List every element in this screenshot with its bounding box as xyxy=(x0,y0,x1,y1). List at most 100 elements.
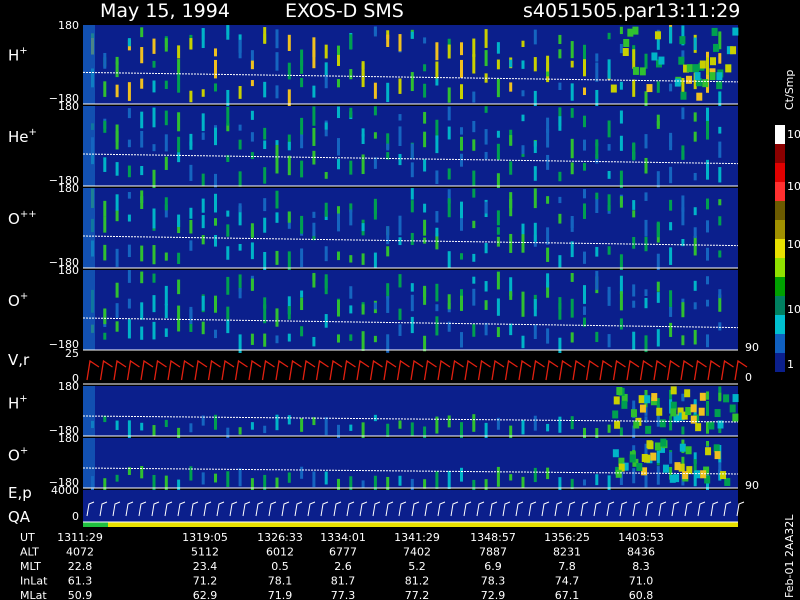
spectrum-cell xyxy=(706,159,709,180)
spectrum-cell xyxy=(558,49,562,59)
spectrum-cell xyxy=(472,38,476,57)
spectrum-cell xyxy=(509,82,513,92)
spectrum-cell xyxy=(558,196,562,204)
spectrum-cell xyxy=(669,166,673,184)
spectrum-cell xyxy=(164,197,168,211)
spectrum-cell xyxy=(300,49,304,66)
spectrum-cell xyxy=(324,278,328,295)
spectrum-cell xyxy=(275,85,279,99)
spectrum-cell xyxy=(238,124,242,131)
energy-trace xyxy=(86,501,745,517)
spectrum-cell xyxy=(472,170,476,186)
spectrum-cell xyxy=(115,248,119,267)
spectrum-cell xyxy=(300,297,304,311)
spectrum-cell xyxy=(533,90,537,107)
spectrum-cell xyxy=(164,38,168,52)
spectrum-cell xyxy=(140,130,144,148)
spectrum-cell xyxy=(654,442,661,451)
spectrum-cell xyxy=(152,295,156,313)
table-cell: 78.3 xyxy=(481,575,506,588)
spectrum-cell xyxy=(275,190,279,209)
spectrum-cell xyxy=(349,305,353,314)
spectrum-cell xyxy=(201,173,205,186)
spectrum-cell xyxy=(644,297,648,309)
spectrum-cell xyxy=(140,165,144,176)
table-cell: 5112 xyxy=(191,546,219,559)
spectrum-cell xyxy=(693,207,697,216)
colorbar-step xyxy=(775,163,785,182)
spectrum-cell xyxy=(435,119,439,140)
spectrum-cell xyxy=(619,135,623,151)
spectrum-cell xyxy=(263,251,267,271)
spectrum-cell xyxy=(709,72,716,81)
spectrum-cell xyxy=(410,72,414,92)
row-label: InLat xyxy=(20,575,48,588)
spectrum-cell xyxy=(644,157,648,174)
table-cell: 8436 xyxy=(627,546,655,559)
spectrum-cell xyxy=(435,170,439,184)
spectrum-cell xyxy=(103,52,107,69)
panel-label: H+ xyxy=(8,46,28,65)
spectrum-cell xyxy=(460,136,463,151)
spectrum-cell xyxy=(570,416,574,430)
spectrum-cell xyxy=(619,318,623,330)
spectrum-cell xyxy=(651,52,658,61)
spectrum-cell xyxy=(681,77,685,97)
spectrum-cell xyxy=(558,477,562,492)
spectrum-cell xyxy=(496,59,500,70)
spectrum-cell xyxy=(730,46,737,55)
instrument: EXOS-D SMS xyxy=(285,0,404,22)
spectrum-cell xyxy=(238,203,242,213)
spectrum-cell xyxy=(214,173,217,188)
spectrum-cell xyxy=(250,333,254,345)
table-cell: 74.7 xyxy=(555,575,580,588)
spectrum-cell xyxy=(690,415,697,424)
spectrum-cell xyxy=(349,69,353,80)
spectrum-cell xyxy=(678,412,685,421)
spectrum-cell xyxy=(349,203,353,213)
spectrum-cell xyxy=(706,198,709,210)
spectrum-cell xyxy=(337,138,340,156)
spectrum-cell xyxy=(152,169,156,189)
spectrum-cell xyxy=(423,219,427,236)
spectrum-cell xyxy=(373,106,377,116)
spectrum-cell xyxy=(656,253,660,271)
y-tick-label: 180 xyxy=(58,100,79,113)
spectrum-cell xyxy=(115,61,119,78)
spectrum-cell xyxy=(521,225,525,244)
spectrum-cell xyxy=(716,81,723,90)
spectrum-cell xyxy=(669,389,673,405)
spectrum-cell xyxy=(103,244,107,261)
table-cell: 72.9 xyxy=(481,589,506,600)
spectrum-cell xyxy=(546,227,550,245)
spectrum-cell xyxy=(398,420,402,429)
spectrum-cell xyxy=(152,107,156,128)
spectrum-cell xyxy=(115,321,119,332)
spectrum-cell xyxy=(533,299,537,317)
spectrum-cell xyxy=(214,295,217,313)
spectrum-cell xyxy=(164,204,168,218)
spectrum-cell xyxy=(570,83,574,101)
spectrum-cell xyxy=(189,466,193,481)
spectrum-cell xyxy=(398,153,402,166)
spectrum-cell xyxy=(226,471,230,488)
spectrum-cell xyxy=(670,408,677,417)
spectrum-cell xyxy=(250,422,254,430)
spectrum-cell xyxy=(546,117,550,133)
spectrum-cell xyxy=(533,166,537,181)
spectrum-cell xyxy=(658,56,665,65)
spectrum-cell xyxy=(693,459,697,472)
trace xyxy=(82,467,739,475)
spectrum-cell xyxy=(521,291,525,312)
spectrum-cell xyxy=(410,162,414,178)
spectrum-cell xyxy=(447,168,451,180)
spectrum-cell xyxy=(447,251,451,268)
spectrum-cell xyxy=(361,304,365,315)
spectrum-cell xyxy=(673,414,680,423)
y-tick-label: 180 xyxy=(58,182,79,195)
spectrum-cell xyxy=(619,470,623,485)
spectrum-cell xyxy=(177,427,181,447)
spectrum-cell xyxy=(678,56,685,65)
spectrum-cell xyxy=(127,319,131,339)
spectrum-cell xyxy=(349,34,353,50)
